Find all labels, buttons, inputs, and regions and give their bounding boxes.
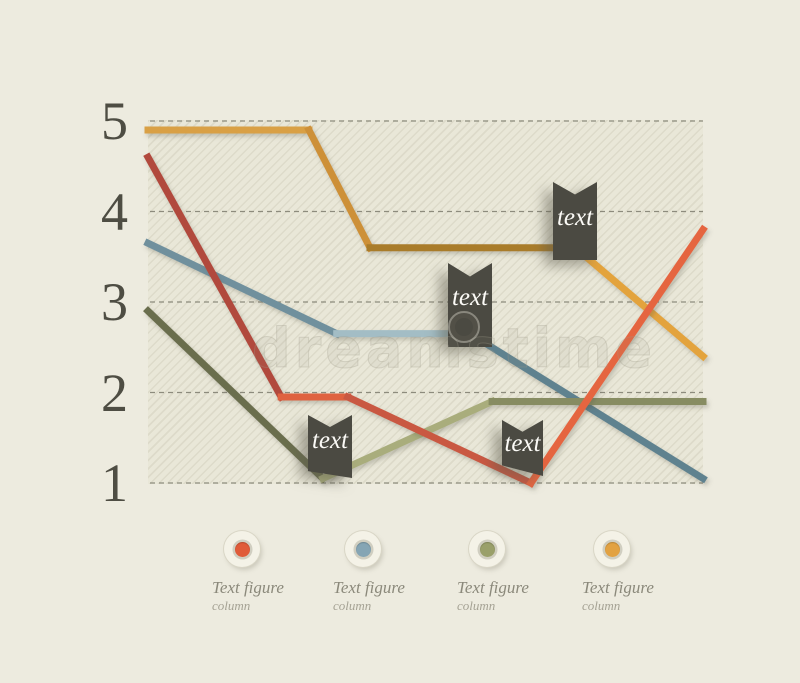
legend-dot-blue xyxy=(355,541,371,557)
legend-label: Text figure xyxy=(212,578,284,597)
y-tick-3: 3 xyxy=(101,272,128,332)
legend-label: Text figure xyxy=(457,578,529,597)
legend-marker-badge xyxy=(345,531,381,567)
ribbon-label: text xyxy=(311,427,349,454)
y-tick-1: 1 xyxy=(101,453,128,513)
y-tick-4: 4 xyxy=(101,181,128,242)
legend-dot-olive xyxy=(479,541,495,557)
legend-item-red: Text figure column xyxy=(187,531,297,613)
legend-dot-red xyxy=(234,541,250,557)
legend-marker-badge xyxy=(594,531,630,567)
annotation-ribbon-olive: text xyxy=(308,415,352,478)
legend-item-blue: Text figure column xyxy=(308,531,418,613)
annotation-ribbon-blue: text xyxy=(448,263,492,347)
legend-dot-orange xyxy=(604,541,620,557)
ribbon-shape: text xyxy=(448,263,492,347)
ribbon-shape: text xyxy=(308,415,352,478)
ribbon-label: text xyxy=(556,204,594,231)
ribbon-label: text xyxy=(451,284,489,311)
y-tick-5: 5 xyxy=(101,91,128,151)
legend-marker-badge xyxy=(224,531,260,567)
ribbon-shape: text xyxy=(553,182,597,260)
legend-marker-badge xyxy=(469,531,505,567)
legend-label: Text figure xyxy=(333,578,405,597)
legend-item-olive: Text figure column xyxy=(432,531,542,613)
ribbon-shape: text xyxy=(502,420,543,476)
legend-label: Text figure xyxy=(582,578,654,597)
chart-plot-area xyxy=(148,120,703,484)
legend-sublabel: column xyxy=(457,598,496,613)
legend-sublabel: column xyxy=(582,598,621,613)
legend-sublabel: column xyxy=(212,598,251,613)
y-tick-2: 2 xyxy=(101,362,128,423)
annotation-ribbon-orange: text xyxy=(553,182,597,260)
legend-item-orange: Text figure column xyxy=(557,531,667,613)
ribbon-label: text xyxy=(504,430,541,457)
annotation-ribbon-red: text xyxy=(502,420,543,476)
legend-sublabel: column xyxy=(333,598,372,613)
